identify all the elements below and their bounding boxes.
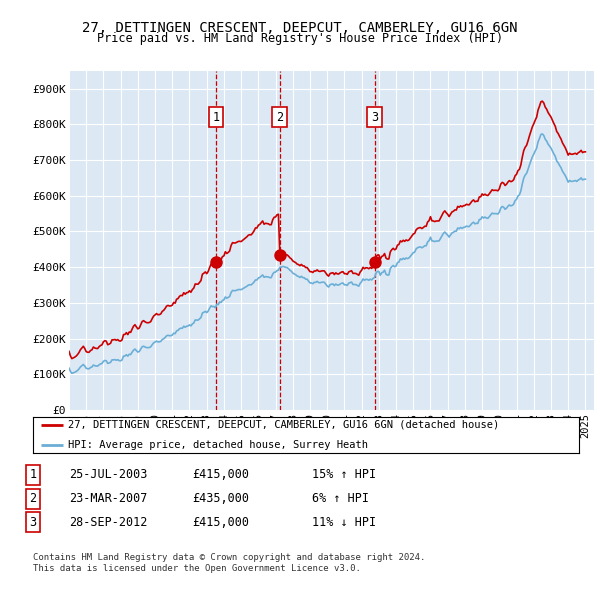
Text: 27, DETTINGEN CRESCENT, DEEPCUT, CAMBERLEY, GU16 6GN: 27, DETTINGEN CRESCENT, DEEPCUT, CAMBERL…	[82, 21, 518, 35]
Text: 2: 2	[29, 492, 37, 505]
Text: £415,000: £415,000	[192, 468, 249, 481]
Text: 3: 3	[371, 111, 378, 124]
Text: £415,000: £415,000	[192, 516, 249, 529]
Text: 25-JUL-2003: 25-JUL-2003	[69, 468, 148, 481]
Text: 3: 3	[29, 516, 37, 529]
Text: 1: 1	[29, 468, 37, 481]
Text: 11% ↓ HPI: 11% ↓ HPI	[312, 516, 376, 529]
Text: £435,000: £435,000	[192, 492, 249, 505]
Text: 6% ↑ HPI: 6% ↑ HPI	[312, 492, 369, 505]
Text: Price paid vs. HM Land Registry's House Price Index (HPI): Price paid vs. HM Land Registry's House …	[97, 32, 503, 45]
Text: 15% ↑ HPI: 15% ↑ HPI	[312, 468, 376, 481]
Text: 28-SEP-2012: 28-SEP-2012	[69, 516, 148, 529]
Text: 2: 2	[276, 111, 283, 124]
Text: 27, DETTINGEN CRESCENT, DEEPCUT, CAMBERLEY, GU16 6GN (detached house): 27, DETTINGEN CRESCENT, DEEPCUT, CAMBERL…	[68, 419, 500, 430]
Text: HPI: Average price, detached house, Surrey Heath: HPI: Average price, detached house, Surr…	[68, 440, 368, 450]
Text: 23-MAR-2007: 23-MAR-2007	[69, 492, 148, 505]
Text: 1: 1	[213, 111, 220, 124]
Text: Contains HM Land Registry data © Crown copyright and database right 2024.
This d: Contains HM Land Registry data © Crown c…	[33, 553, 425, 573]
